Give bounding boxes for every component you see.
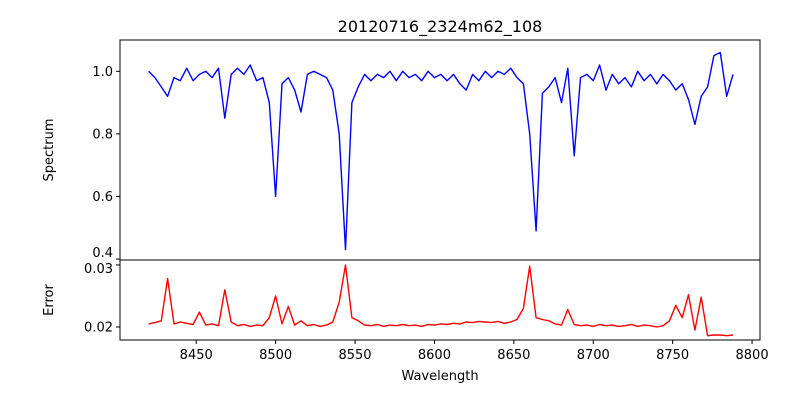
y-axis-label-spectrum: Spectrum (42, 119, 57, 182)
spectrum-ytick-label: 1.0 (92, 65, 113, 80)
error-axes-frame (119, 259, 761, 341)
xtick-label: 8450 (180, 348, 213, 363)
xtick-label: 8650 (497, 348, 530, 363)
chart-title: 20120716_2324m62_108 (338, 17, 543, 37)
spectrum-ytick-label: 0.8 (92, 127, 113, 142)
xtick-label: 8800 (736, 348, 769, 363)
xtick-label: 8550 (338, 348, 371, 363)
xtick-label: 8500 (259, 348, 292, 363)
spectrum-series-line (148, 51, 734, 251)
xtick-label: 8700 (577, 348, 610, 363)
spectrum-ytick-label: 0.4 (92, 246, 113, 261)
y-axis-label-error: Error (42, 284, 57, 316)
xtick-label: 8750 (656, 348, 689, 363)
x-axis-label: Wavelength (401, 369, 478, 384)
error-ytick-label: 0.03 (84, 262, 113, 277)
xtick-label: 8600 (418, 348, 451, 363)
error-ytick-label: 0.02 (84, 320, 113, 335)
spectrum-ytick-label: 0.6 (92, 190, 113, 205)
error-series-line (148, 264, 734, 337)
